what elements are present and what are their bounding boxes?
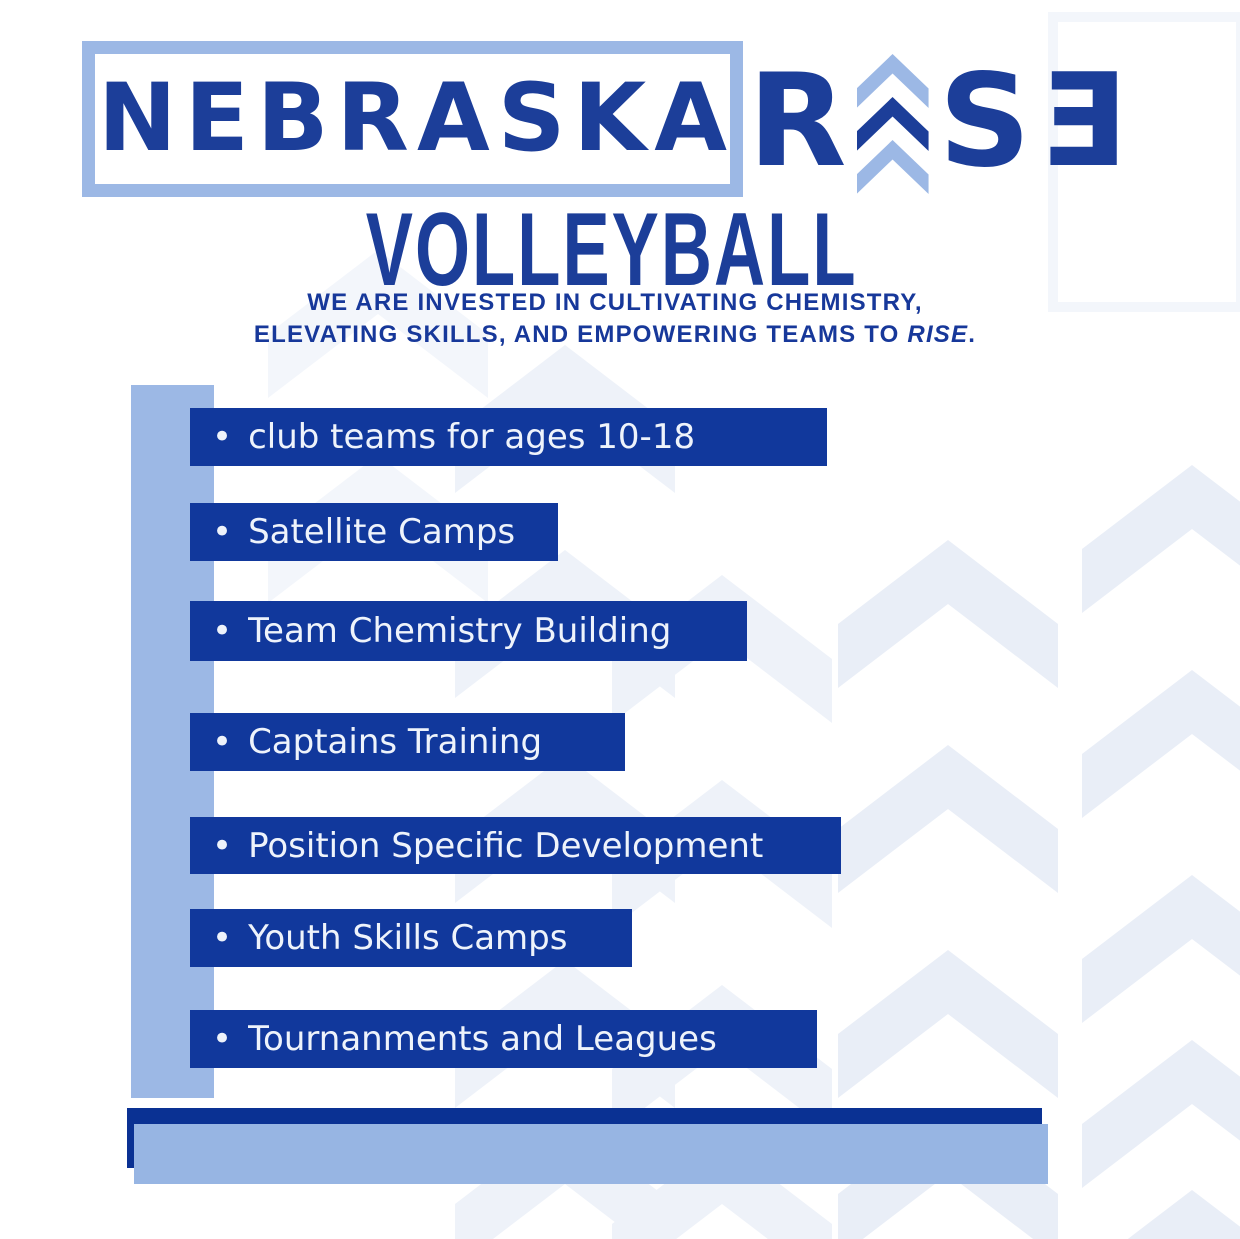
list-item-position-development: • Position Specific Development	[190, 817, 841, 874]
rise-chevron-icon	[856, 54, 929, 194]
list-item-label: Tournanments and Leagues	[248, 1019, 717, 1059]
bullet-icon: •	[212, 512, 233, 552]
list-item-label: Satellite Camps	[248, 512, 516, 552]
bullet-icon: •	[212, 1019, 233, 1059]
watermark-chevron-icon	[1082, 1190, 1240, 1239]
list-item-tournaments-leagues: • Tournanments and Leagues	[190, 1010, 817, 1068]
watermark-chevron-icon	[612, 780, 832, 928]
list-item-label: club teams for ages 10-18	[248, 417, 696, 457]
list-item-youth-skills: • Youth Skills Camps	[190, 909, 632, 967]
list-item-satellite-camps: • Satellite Camps	[190, 503, 558, 561]
tagline: WE ARE INVESTED IN CULTIVATING CHEMISTRY…	[120, 287, 1110, 351]
list-item-team-chemistry: • Team Chemistry Building	[190, 601, 747, 661]
watermark-chevron-icon	[838, 745, 1058, 893]
nebraska-logo-box: NEBRASKA	[82, 41, 743, 197]
bullet-icon: •	[212, 825, 233, 866]
bullet-icon: •	[212, 611, 233, 651]
hexagon-outline-icon	[1048, 12, 1240, 312]
rise-letter-r: R	[748, 47, 847, 196]
list-item-club-teams: • club teams for ages 10-18	[190, 408, 827, 466]
volleyball-title: VOLLEYBALL	[365, 192, 858, 308]
chevron-up-icon	[856, 140, 929, 194]
rise-wordmark: R S E	[748, 47, 1129, 196]
rise-letter-e: E	[1040, 47, 1129, 196]
list-item-label: Position Specific Development	[248, 825, 764, 866]
bullet-icon: •	[212, 918, 233, 958]
watermark-chevron-icon	[1082, 670, 1240, 818]
nebraska-wordmark: NEBRASKA	[98, 64, 735, 173]
list-item-label: Youth Skills Camps	[248, 918, 568, 958]
rise-letter-s: S	[938, 47, 1031, 196]
tagline-line2: ELEVATING SKILLS, AND EMPOWERING TEAMS T…	[253, 321, 977, 348]
watermark-chevron-icon	[838, 540, 1058, 688]
tagline-line1: WE ARE INVESTED IN CULTIVATING CHEMISTRY…	[307, 289, 923, 316]
watermark-chevron-icon	[1082, 465, 1240, 613]
list-item-captains-training: • Captains Training	[190, 713, 625, 771]
bottom-light-bar	[134, 1124, 1048, 1184]
bullet-icon: •	[212, 722, 233, 762]
list-item-label: Team Chemistry Building	[248, 611, 672, 651]
watermark-chevron-icon	[1082, 875, 1240, 1023]
bullet-icon: •	[212, 417, 233, 457]
list-item-label: Captains Training	[248, 722, 543, 762]
